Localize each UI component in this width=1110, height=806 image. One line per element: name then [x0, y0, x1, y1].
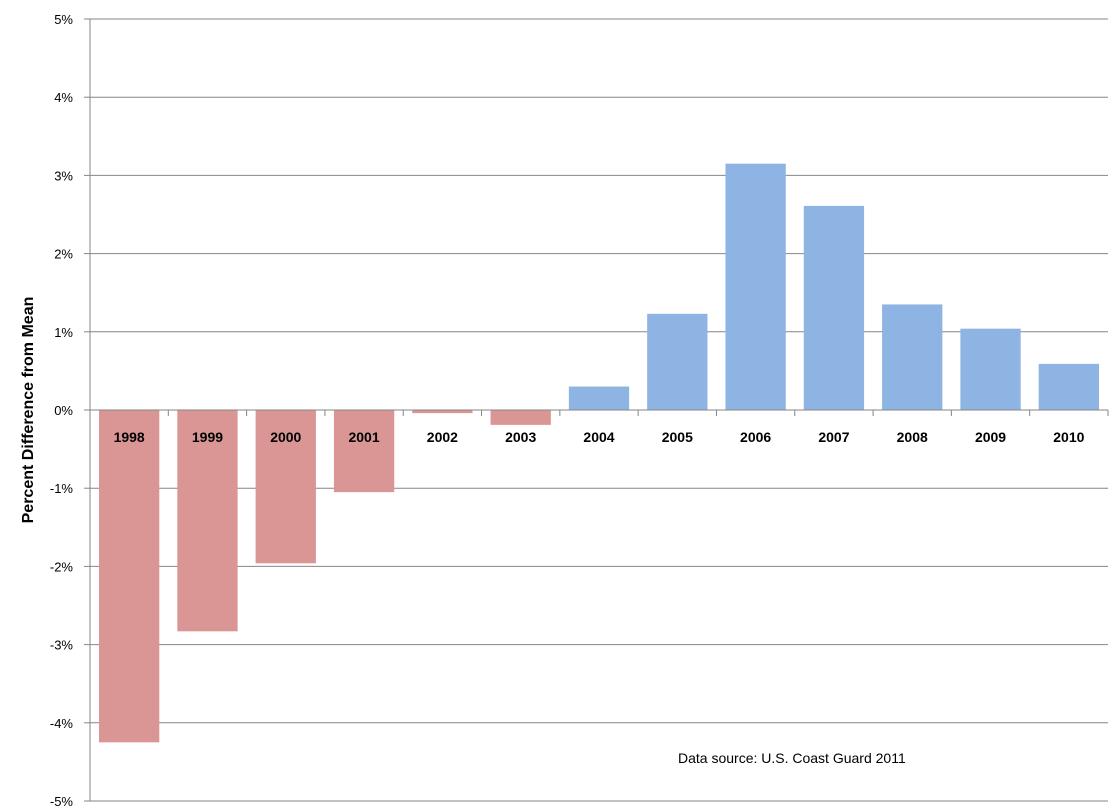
data-source-annotation: Data source: U.S. Coast Guard 2011	[678, 750, 906, 766]
bar-2000	[255, 410, 316, 564]
y-tick-label: 2%	[54, 247, 73, 262]
bar-2005	[647, 313, 708, 410]
bars	[99, 163, 1099, 743]
category-label: 2008	[897, 429, 928, 445]
bar-2006	[725, 163, 786, 410]
y-tick-label: 5%	[54, 12, 73, 27]
category-label: 1998	[114, 429, 145, 445]
bar-2004	[568, 386, 630, 410]
category-label: 1999	[192, 429, 223, 445]
y-tick-label: 1%	[54, 325, 73, 340]
bar-2009	[960, 328, 1021, 410]
bar-2010	[1038, 363, 1099, 410]
category-label: 2009	[975, 429, 1006, 445]
category-label: 2005	[662, 429, 693, 445]
bar-2001	[333, 410, 395, 493]
category-label: 2000	[270, 429, 301, 445]
category-label: 2001	[348, 429, 379, 445]
category-label: 2010	[1053, 429, 1084, 445]
bar-1999	[177, 410, 238, 632]
category-labels: 1998 1999 2000 2001 2002 2003 2004 2005 2006 2007…	[114, 429, 1085, 445]
bar-2008	[882, 304, 943, 410]
category-label: 2006	[740, 429, 771, 445]
y-tick-label: 4%	[54, 90, 73, 105]
bar-2007	[803, 205, 865, 410]
y-tick-label: -1%	[50, 481, 74, 496]
y-tick-label: 0%	[54, 403, 73, 418]
category-label: 2004	[583, 429, 614, 445]
axes	[89, 19, 1109, 801]
y-tick-label: -2%	[50, 559, 74, 574]
y-tick-label: -4%	[50, 716, 74, 731]
bar-1998	[99, 410, 160, 743]
category-label: 2007	[818, 429, 849, 445]
category-label: 2003	[505, 429, 536, 445]
y-tick-label: -5%	[50, 794, 74, 806]
category-label: 2002	[427, 429, 458, 445]
y-tick-label: -3%	[50, 638, 74, 653]
y-tick-labels: 5% 4% 3% 2% 1% 0% -1% -2% -3% -4% -5%	[50, 12, 74, 806]
bar-2002	[412, 410, 473, 414]
y-tick-label: 3%	[54, 168, 73, 183]
bar-2003	[490, 410, 551, 425]
y-axis-label: Percent Difference from Mean	[20, 297, 37, 524]
